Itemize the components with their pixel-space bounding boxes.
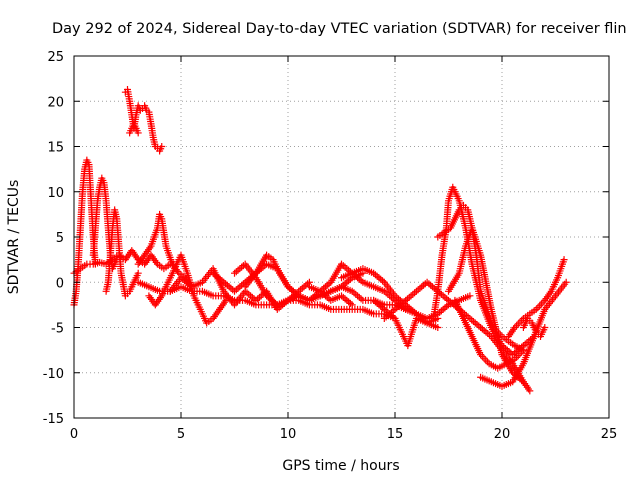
chart-title: Day 292 of 2024, Sidereal Day-to-day VTE… (52, 21, 627, 37)
x-tick-label: 10 (280, 427, 297, 442)
series-13 (241, 251, 303, 300)
tick-layer: 0 5 10 15 20 25 -15 -10 -5 0 5 10 15 20 25 (43, 50, 618, 442)
y-tick-label: -5 (51, 322, 64, 337)
x-tick-label: 25 (601, 427, 618, 442)
series-24 (504, 256, 568, 341)
data-point (348, 301, 356, 309)
data-point (541, 324, 549, 331)
data-point (534, 304, 542, 312)
data-point (516, 318, 524, 326)
y-tick-label: 20 (47, 95, 64, 110)
points-layer (70, 85, 570, 395)
series-25 (519, 314, 549, 341)
y-tick-label: 15 (47, 141, 64, 156)
x-tick-label: 20 (494, 427, 511, 442)
series-21 (445, 224, 534, 395)
series-12 (231, 260, 313, 309)
y-tick-label: 0 (56, 276, 64, 291)
data-point (434, 324, 442, 331)
data-point (514, 320, 522, 328)
data-point (519, 346, 527, 354)
x-tick-label: 5 (177, 427, 185, 442)
y-tick-label: 10 (47, 186, 64, 201)
data-point (562, 278, 570, 286)
y-axis-label: SDTVAR / TECUs (6, 180, 22, 295)
y-tick-label: 5 (56, 231, 64, 246)
series-7 (134, 210, 196, 291)
x-tick-label: 15 (387, 427, 404, 442)
data-point (536, 302, 544, 310)
series-15 (316, 283, 474, 322)
data-point (158, 143, 166, 150)
data-point (295, 292, 303, 300)
grid-layer (74, 56, 609, 418)
data-point (134, 269, 142, 277)
series-4 (102, 206, 142, 300)
y-tick-label: -15 (43, 412, 64, 427)
series-8 (134, 278, 399, 322)
y-tick-label: -10 (43, 367, 64, 382)
series-3 (70, 247, 181, 277)
x-tick-label: 0 (70, 427, 78, 442)
data-point (480, 354, 488, 362)
data-point (134, 129, 142, 137)
series-6 (126, 120, 142, 137)
data-point (466, 292, 474, 300)
series-9 (145, 251, 230, 327)
data-point (482, 356, 490, 364)
data-point (537, 300, 545, 308)
series-5 (121, 85, 166, 155)
series-22 (451, 296, 527, 372)
y-tick-label: 25 (47, 50, 64, 65)
data-point (526, 387, 534, 395)
data-point (560, 256, 568, 264)
x-axis-label: GPS time / hours (282, 458, 399, 474)
